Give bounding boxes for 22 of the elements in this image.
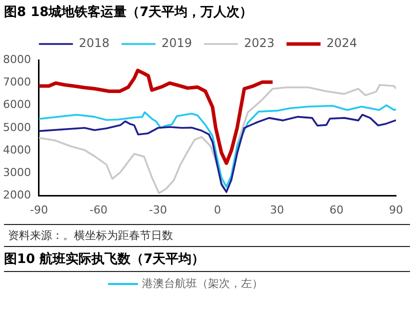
x-tick-label: -60	[90, 203, 108, 216]
x-tick-label: 60	[330, 203, 344, 216]
y-tick-label: 6000	[2, 98, 31, 112]
x-tick-label: -30	[149, 203, 167, 216]
legend-label: 2018	[78, 36, 110, 50]
chart-title: 图8 18城地铁客运量（7天平均，万人次）	[3, 4, 254, 22]
legend-label: 2023	[244, 36, 275, 50]
y-tick-label: 4000	[2, 143, 31, 156]
y-tick-label: 8000	[2, 52, 31, 66]
x-tick-label: 30	[270, 203, 284, 216]
x-tick-label: 90	[389, 203, 403, 216]
text: 图10 航班实际执飞数（7天平均）	[3, 250, 206, 269]
text: 港澳台航班（架次，左）	[142, 276, 263, 291]
y-tick-label: 7000	[2, 75, 31, 88]
y-tick-label: 5000	[2, 120, 31, 134]
y-tick-label: 3000	[2, 166, 31, 180]
y-tick-label: 2000	[2, 188, 31, 202]
legend-label: 2024	[326, 36, 358, 50]
x-tick-label: 0	[214, 203, 221, 216]
legend-label: 2019	[161, 36, 192, 50]
text: 资料来源：。横坐标为距春节日数	[7, 228, 174, 244]
x-tick-label: -90	[30, 203, 48, 216]
